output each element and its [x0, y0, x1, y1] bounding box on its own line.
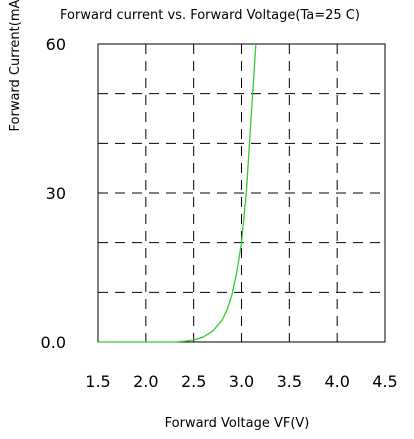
x-tick-label: 4.5 [372, 372, 397, 391]
plot-frame [97, 43, 386, 343]
grid-lines [98, 44, 385, 342]
x-tick-labels: 1.5 2.0 2.5 3.0 3.5 4.0 4.5 [85, 372, 397, 391]
x-tick-label: 2.0 [133, 372, 158, 391]
y-tick-label: 0.0 [41, 333, 66, 352]
x-tick-label: 1.5 [85, 372, 110, 391]
y-tick-label: 30 [46, 184, 66, 203]
y-tick-label: 60 [46, 35, 66, 54]
series-curve [98, 43, 257, 343]
y-tick-labels: 0.0 30 60 [41, 35, 66, 352]
y-axis-label: Forward Current(mA) [8, 0, 23, 131]
chart-title: Forward current vs. Forward Voltage(Ta=2… [60, 8, 360, 23]
x-tick-label: 3.0 [229, 372, 254, 391]
x-tick-label: 2.5 [181, 372, 206, 391]
x-tick-label: 3.5 [277, 372, 302, 391]
x-tick-label: 4.0 [324, 372, 349, 391]
x-axis-label: Forward Voltage VF(V) [165, 416, 310, 431]
